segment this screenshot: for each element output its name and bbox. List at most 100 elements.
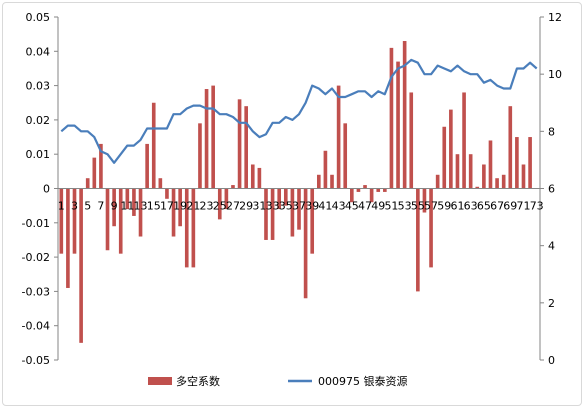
left-axis-tick-label: 0.04 — [26, 45, 51, 58]
bar — [244, 106, 248, 189]
bar — [501, 174, 506, 189]
x-axis-tick-label: 53 — [398, 200, 412, 213]
right-axis-tick-label: 6 — [548, 183, 555, 196]
bar — [389, 47, 394, 189]
left-axis-tick-label: 0.03 — [26, 80, 51, 93]
bar — [270, 188, 275, 240]
x-axis-tick-label: 29 — [239, 200, 253, 213]
bar — [508, 106, 513, 189]
bar — [112, 188, 116, 227]
x-axis-tick-label: 1 — [58, 200, 65, 213]
bar — [237, 99, 242, 189]
x-axis-tick-label: 39 — [305, 200, 319, 213]
bar — [211, 85, 215, 189]
left-axis-tick-label: -0.01 — [22, 217, 50, 230]
bar — [435, 174, 440, 189]
legend-swatch-bar — [148, 377, 172, 385]
left-axis-tick-label: -0.02 — [22, 251, 50, 264]
x-axis-tick-label: 65 — [477, 200, 491, 213]
bar — [409, 92, 414, 189]
x-axis-tick-label: 59 — [437, 200, 451, 213]
x-axis-tick-label: 17 — [160, 200, 174, 213]
bar — [455, 154, 460, 189]
bar — [422, 188, 427, 213]
left-axis-tick-label: 0.02 — [26, 114, 51, 127]
left-axis-tick-label: 0.05 — [26, 11, 51, 24]
x-axis-tick-label: 49 — [371, 200, 385, 213]
x-axis-tick-label: 13 — [134, 200, 148, 213]
bar — [158, 178, 163, 189]
legend-label-bar: 多空系数 — [176, 374, 220, 388]
bar — [396, 61, 400, 189]
x-axis-tick-label: 15 — [147, 200, 161, 213]
legend: 多空系数 000975 银泰资源 — [148, 374, 408, 388]
x-axis-tick-label: 69 — [503, 200, 517, 213]
x-axis-tick-label: 9 — [111, 200, 118, 213]
bar — [224, 188, 229, 210]
x-axis-tick-label: 5 — [84, 200, 91, 213]
x-axis: 1 3 5 7 9 11 13 15 17 19 21 23 25 27 29 31 33 35 37 39 41 43 4… — [58, 188, 544, 213]
x-axis-tick-label: 37 — [292, 200, 306, 213]
bar — [138, 188, 143, 237]
bar — [59, 188, 64, 254]
bar — [495, 178, 499, 189]
bar — [462, 92, 466, 189]
right-axis-tick-label: 2 — [548, 297, 555, 310]
x-axis-tick-label: 47 — [358, 200, 372, 213]
bar — [449, 109, 453, 189]
left-axis-tick-label: 0 — [43, 183, 50, 196]
bar — [198, 123, 202, 189]
left-axis: 0.05 0.04 0.03 0.02 0.01 0 -0.01 -0.02 -0.03 -0.0… — [22, 11, 59, 367]
right-axis-tick-label: 10 — [548, 68, 562, 81]
bar — [277, 188, 282, 210]
bar — [118, 188, 123, 254]
bar — [297, 188, 301, 230]
bar — [330, 174, 334, 189]
bar — [85, 178, 90, 189]
x-axis-tick-label: 19 — [173, 200, 187, 213]
bar — [310, 188, 315, 254]
bar — [217, 188, 222, 220]
x-axis-tick-label: 21 — [186, 200, 200, 213]
bar — [336, 85, 341, 189]
bar — [369, 188, 374, 203]
bar — [528, 137, 532, 189]
bar — [363, 185, 367, 189]
bar — [482, 164, 486, 189]
bar — [178, 188, 182, 227]
left-axis-tick-label: -0.05 — [22, 354, 50, 367]
x-axis-tick-label: 63 — [464, 200, 478, 213]
bar — [105, 188, 110, 251]
x-axis-tick-label: 71 — [516, 200, 530, 213]
x-axis-tick-label: 45 — [345, 200, 359, 213]
bar — [72, 188, 77, 254]
x-axis-tick-label: 55 — [411, 200, 425, 213]
bar — [376, 188, 381, 192]
bar — [402, 41, 407, 189]
bar — [283, 188, 288, 206]
bar — [132, 188, 136, 216]
bar — [356, 188, 361, 192]
x-axis-tick-label: 33 — [266, 200, 280, 213]
bar — [257, 167, 262, 189]
bar — [66, 188, 70, 288]
bar-series — [59, 41, 532, 343]
right-axis-tick-label: 12 — [548, 11, 562, 24]
bar — [171, 188, 176, 237]
right-axis-tick-label: 4 — [548, 240, 555, 253]
bar — [151, 102, 156, 189]
x-axis-tick-label: 67 — [490, 200, 504, 213]
bar — [250, 164, 255, 189]
bar — [350, 188, 354, 203]
right-axis-tick-label: 8 — [548, 125, 555, 138]
x-axis-tick-label: 41 — [318, 200, 332, 213]
x-axis-tick-label: 51 — [384, 200, 398, 213]
x-axis-tick-label: 25 — [213, 200, 227, 213]
x-axis-tick-label: 23 — [200, 200, 214, 213]
bar — [442, 126, 447, 189]
bar — [290, 188, 295, 237]
bar — [475, 186, 480, 189]
bar — [99, 143, 103, 189]
bar — [488, 140, 493, 189]
